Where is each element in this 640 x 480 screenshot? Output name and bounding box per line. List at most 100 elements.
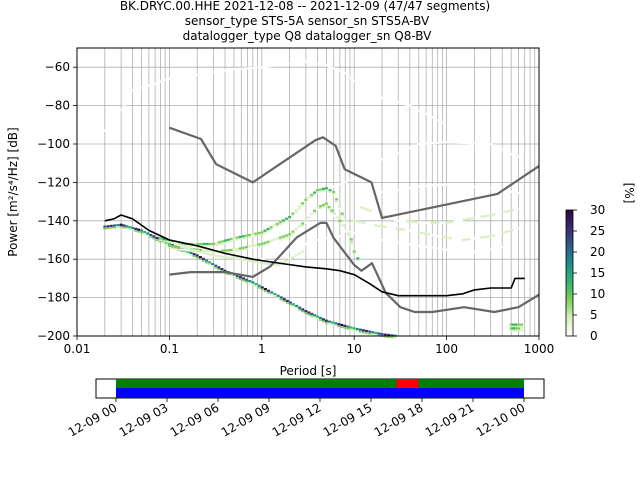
pdf-cell — [171, 242, 175, 244]
pdf-cell — [492, 213, 496, 216]
pdf-cell — [263, 232, 267, 234]
y-tick-label: −120 — [37, 175, 70, 189]
pdf-cell — [143, 230, 147, 234]
pdf-cell — [232, 251, 236, 253]
pdf-cell — [389, 240, 393, 243]
pdf-cell — [221, 255, 225, 258]
pdf-cell — [217, 268, 221, 271]
pdf-cell — [486, 142, 490, 146]
pdf-cell — [266, 243, 270, 245]
pdf-cell — [211, 250, 215, 253]
pdf-cell — [131, 226, 135, 230]
pdf-cell — [179, 75, 183, 79]
pdf-cell — [343, 229, 347, 232]
pdf-cell — [510, 229, 514, 232]
pdf-cell — [331, 321, 335, 324]
pdf-cell — [316, 62, 320, 65]
pdf-cell — [330, 211, 334, 214]
pdf-cell — [316, 315, 320, 318]
pdf-cell — [170, 247, 174, 250]
pdf-cell — [390, 217, 394, 220]
pdf-cell — [174, 245, 178, 248]
pdf-cell — [401, 242, 405, 245]
pdf-cell — [183, 249, 187, 251]
pdf-cell — [226, 251, 230, 254]
pdf-cell — [389, 99, 393, 102]
pdf-cell — [331, 66, 335, 70]
pdf-cell — [517, 155, 521, 158]
pdf-cell — [215, 254, 219, 257]
pdf-cell — [427, 114, 431, 117]
pdf-cell — [146, 232, 150, 235]
pdf-cell — [106, 225, 110, 228]
pdf-cell — [307, 241, 311, 245]
pdf-cell — [426, 246, 430, 249]
pdf-cell — [402, 220, 406, 223]
pdf-cell — [438, 247, 442, 250]
pdf-cell — [260, 288, 264, 291]
pdf-cell — [485, 248, 489, 251]
pdf-cell — [177, 243, 181, 246]
noise-model-nhnm — [169, 126, 540, 219]
pdf-trace-long_period_cluster_a — [509, 323, 524, 328]
pdf-cell — [217, 241, 221, 244]
pdf-cell — [220, 268, 224, 271]
pdf-cell — [417, 109, 421, 112]
pdf-cell — [398, 188, 402, 191]
pdf-cell — [233, 257, 237, 260]
pdf-cell — [340, 323, 344, 327]
pdf-cell — [330, 209, 334, 212]
pdf-cell — [115, 111, 119, 114]
pdf-cell — [405, 242, 409, 246]
pdf-cell — [146, 234, 150, 237]
pdf-cell — [282, 300, 286, 303]
pdf-cell — [161, 79, 165, 82]
colorbar: 0 5 10 15 20 25 30 [%] — [565, 183, 636, 343]
pdf-cell — [186, 250, 190, 253]
pdf-cell — [405, 187, 409, 190]
timeline-top-bar — [116, 379, 524, 388]
pdf-cell — [361, 221, 365, 224]
title-line-2: sensor_type STS-5A sensor_sn STS5A-BV — [185, 14, 430, 28]
pdf-cell — [361, 329, 365, 332]
pdf-cell — [321, 320, 325, 323]
pdf-cell — [453, 141, 457, 144]
pdf-cell — [247, 236, 251, 238]
pdf-cell — [173, 76, 177, 80]
pdf-cell — [242, 277, 246, 280]
pdf-trace-low_light_band — [260, 235, 344, 261]
pdf-cell — [426, 233, 430, 236]
pdf-cell — [251, 260, 255, 263]
colorbar-tick-label: 10 — [590, 287, 605, 301]
pdf-cell — [195, 254, 199, 257]
pdf-cell — [272, 240, 276, 243]
pdf-cell — [395, 241, 399, 244]
pdf-cell — [321, 206, 325, 208]
pdf-cell — [439, 235, 443, 238]
pdf-cell — [140, 231, 144, 234]
pdf-cell — [167, 242, 171, 246]
pdf-cell — [269, 228, 273, 231]
pdf-cell — [241, 246, 245, 249]
y-tick-label: −160 — [37, 252, 70, 266]
pdf-cell — [459, 219, 463, 222]
pdf-cell — [343, 219, 347, 222]
pdf-cell — [297, 205, 301, 208]
pdf-cell — [247, 233, 251, 237]
pdf-cell — [307, 60, 311, 64]
pdf-cell — [200, 72, 204, 76]
timeline-tick-label: 12-09 03 — [117, 400, 171, 439]
pdf-cell — [346, 233, 350, 236]
pdf-cell — [229, 237, 233, 241]
pdf-cell — [247, 67, 251, 70]
pdf-cell — [405, 103, 409, 106]
pdf-cell — [358, 331, 362, 333]
pdf-cell — [377, 95, 381, 98]
pdf-cell — [206, 72, 210, 75]
pdf-cell — [294, 209, 298, 212]
pdf-cell — [473, 237, 477, 240]
pdf-cell — [383, 333, 387, 336]
pdf-cell — [292, 305, 296, 308]
pdf-cell — [477, 216, 481, 219]
pdf-cell — [251, 281, 255, 284]
